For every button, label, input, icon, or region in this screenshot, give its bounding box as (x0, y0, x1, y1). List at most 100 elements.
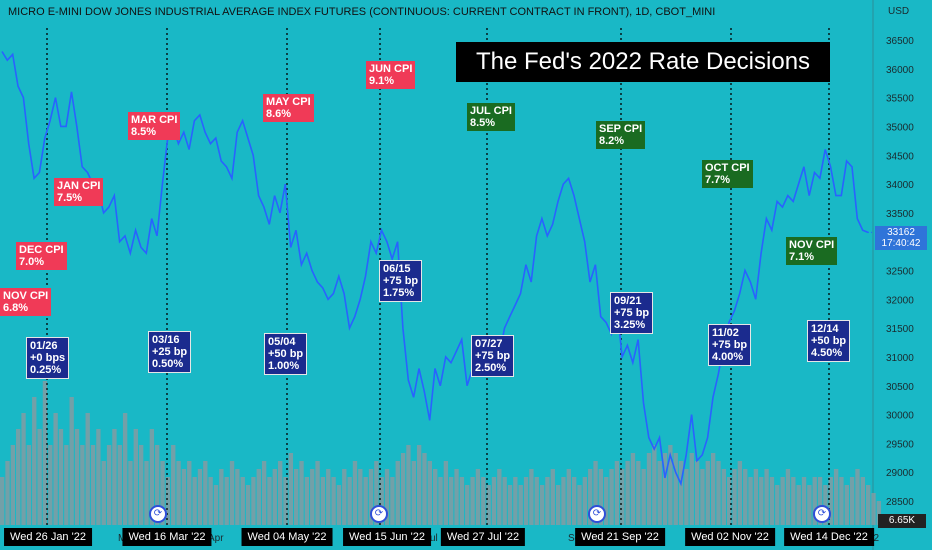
volume-bar (368, 469, 374, 525)
date-tag: Wed 27 Jul '22 (440, 528, 526, 546)
volume-bar (796, 485, 801, 525)
volume-bar (438, 477, 443, 525)
y-tick-label: 29000 (886, 468, 914, 479)
volume-bar (155, 445, 160, 525)
event-icon[interactable]: ⟳ (813, 505, 831, 523)
volume-bar (267, 477, 272, 525)
fed-decision-date: 12/14 (811, 323, 839, 335)
volume-bar (331, 477, 336, 525)
fed-decision-change: +75 bp (712, 339, 748, 351)
volume-bar (582, 477, 588, 525)
volume-bar (652, 445, 657, 525)
volume-bar (304, 477, 310, 525)
fed-decision-rate: 2.50% (475, 362, 507, 374)
cpi-label-value: 7.0% (19, 256, 45, 268)
volume-bar (577, 485, 582, 525)
volume-bar (470, 477, 475, 525)
volume-bar (668, 445, 673, 525)
y-tick-label: 34500 (886, 151, 914, 162)
cpi-label-value: 8.5% (131, 126, 157, 138)
fed-decision-date: 07/27 (475, 338, 503, 350)
cpi-label-jul-2022: JUL CPI 8.5% (467, 103, 515, 131)
volume-bar (176, 461, 181, 525)
cpi-label-jan-2022: JAN CPI 7.5% (54, 178, 104, 206)
volume-bar (256, 469, 261, 525)
cpi-label-value: 8.6% (266, 108, 292, 120)
volume-bar (245, 485, 251, 525)
volume-bar (363, 477, 368, 525)
fed-decision-change: +50 bp (811, 335, 847, 347)
fed-decision-label: 05/04 +50 bp 1.00% (264, 333, 308, 375)
date-tag: Wed 21 Sep '22 (575, 528, 665, 546)
cpi-label-title: MAY CPI (266, 96, 311, 108)
volume-bar (598, 469, 604, 525)
volume-bar (261, 461, 267, 525)
fed-decision-change: +75 bp (614, 307, 650, 319)
event-icon[interactable]: ⟳ (149, 505, 167, 523)
volume-bar (294, 469, 299, 525)
volume-bar (122, 413, 128, 525)
volume-bar (743, 469, 748, 525)
volume-bar (133, 429, 138, 525)
volume-bar (208, 477, 213, 525)
volume-bar (433, 469, 438, 525)
cpi-label-title: JUN CPI (369, 63, 413, 75)
volume-bar (272, 469, 277, 525)
fed-decision-date: 09/21 (614, 295, 642, 307)
fed-decision-rate: 1.00% (268, 360, 300, 372)
volume-bar (727, 477, 732, 525)
volume-bar (352, 461, 358, 525)
volume-bar (449, 477, 454, 525)
last-price-tag: 33162 17:40:42 (875, 226, 927, 250)
y-tick-label: 33500 (886, 209, 914, 220)
volume-bar (604, 477, 609, 525)
volume-bar (0, 477, 5, 525)
volume-bar (748, 477, 753, 525)
volume-bar (288, 453, 294, 525)
volume-bar (636, 461, 641, 525)
volume-bar (641, 469, 646, 525)
volume-bar (534, 477, 539, 525)
volume-bar (422, 453, 427, 525)
y-tick-label: 35000 (886, 122, 914, 133)
volume-bar (791, 477, 796, 525)
volume-bar (828, 477, 833, 525)
volume-bar (416, 445, 422, 525)
cpi-label-value: 8.5% (470, 117, 496, 129)
y-tick-label: 32000 (886, 295, 914, 306)
y-tick-label: 28500 (886, 497, 914, 508)
last-price-countdown: 17:40:42 (881, 238, 921, 249)
volume-bar (336, 485, 342, 525)
fed-decision-date: 06/15 (383, 263, 411, 275)
y-tick-label: 31500 (886, 324, 914, 335)
volume-bar (347, 477, 352, 525)
cpi-label-title: JAN CPI (57, 180, 101, 192)
cpi-label-oct-2022: OCT CPI 7.7% (702, 160, 753, 188)
volume-bar (839, 477, 844, 525)
volume-bar (700, 469, 705, 525)
fed-decision-label: 03/16 +25 bp 0.50% (148, 331, 192, 373)
volume-bar (411, 461, 416, 525)
volume-bar (491, 477, 497, 525)
volume-bar (571, 477, 577, 525)
x-axis-partial-label: Jul (425, 533, 438, 544)
cpi-label-value: 6.8% (3, 302, 29, 314)
fed-decision-date: 01/26 (30, 340, 58, 352)
volume-bar (817, 477, 823, 525)
volume-bar (171, 445, 176, 525)
y-tick-label: 30000 (886, 411, 914, 422)
volume-bar (475, 469, 481, 525)
volume-bar (192, 477, 197, 525)
volume-bar (497, 469, 502, 525)
volume-bar (459, 477, 465, 525)
currency-label: USD (888, 6, 909, 17)
event-icon[interactable]: ⟳ (370, 505, 388, 523)
cpi-label-title: JUL CPI (470, 105, 512, 117)
event-icon[interactable]: ⟳ (588, 505, 606, 523)
volume-bar (101, 461, 106, 525)
volume-bar (678, 461, 684, 525)
cpi-label-value: 7.7% (705, 174, 731, 186)
volume-bar (53, 413, 58, 525)
chart-header-title: MICRO E-MINI DOW JONES INDUSTRIAL AVERAG… (8, 6, 716, 18)
